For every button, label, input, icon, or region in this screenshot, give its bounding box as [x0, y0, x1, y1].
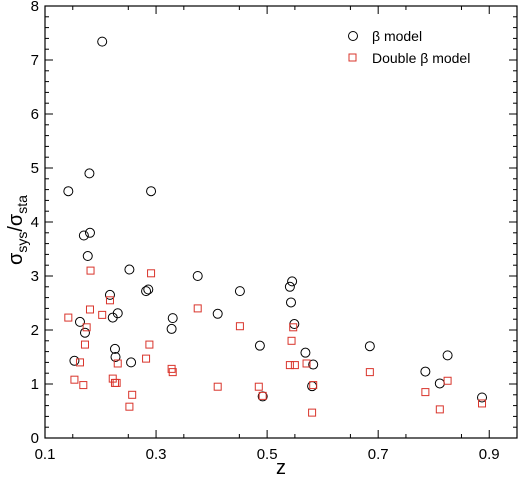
y-tick-label: 1 [31, 376, 39, 393]
double-beta-model-point [421, 388, 430, 397]
double-beta-model-point [289, 323, 298, 332]
double-beta-model-point [85, 305, 94, 314]
beta-model-point [146, 186, 157, 197]
beta-model-point [166, 323, 177, 334]
legend-square-marker [348, 53, 357, 62]
y-tick-label: 5 [31, 160, 39, 177]
double-beta-model-point [80, 340, 89, 349]
double-beta-model-point [254, 382, 263, 391]
y-tick-label: 0 [31, 430, 39, 447]
beta-model-point [84, 227, 95, 238]
double-beta-model-point [287, 336, 296, 345]
double-beta-model-point [142, 354, 151, 363]
x-tick-label: 0.1 [35, 446, 56, 463]
beta-model-point [167, 313, 178, 324]
y-tick-label: 8 [31, 0, 39, 15]
beta-model-point [110, 352, 121, 362]
double-beta-model-point [112, 378, 121, 387]
double-beta-model-point [64, 313, 73, 322]
beta-model-point [287, 276, 298, 287]
double-beta-model-point [110, 378, 119, 387]
beta-model-point [284, 281, 295, 292]
double-beta-model-point [443, 376, 452, 385]
beta-model-point [82, 251, 93, 262]
double-beta-model-point [193, 304, 202, 313]
beta-model-point [74, 316, 85, 327]
x-tick-labels: 0.1 0.3 0.5 0.7 0.9 [35, 446, 500, 463]
y-tick-label: 6 [31, 106, 39, 123]
double-beta-model-point [147, 269, 156, 278]
beta-model-point [143, 284, 154, 295]
double-beta-model-point [82, 323, 91, 332]
beta-model-point [141, 286, 152, 297]
y-tick-label: 4 [31, 214, 39, 231]
double-beta-model-point [213, 382, 222, 391]
legend-label-double-beta-model: Double β model [372, 50, 470, 66]
double-beta-model-point [258, 391, 267, 400]
beta-model-point [434, 378, 445, 389]
beta-model-point [104, 289, 115, 300]
double-beta-model-point [290, 361, 299, 370]
double-beta-model-point [145, 340, 154, 349]
double-beta-model-point [86, 266, 95, 275]
y-tick-label: 2 [31, 322, 39, 339]
legend-circle-marker [348, 31, 358, 41]
beta-model-point [254, 340, 265, 351]
beta-model-point [126, 357, 137, 368]
beta-model-point [84, 168, 95, 179]
x-tick-label: 0.9 [479, 446, 500, 463]
beta-model-point [63, 186, 74, 197]
beta-model-point [364, 341, 375, 352]
beta-model-point [192, 271, 203, 281]
beta-model-point [69, 355, 80, 366]
beta-model-point [212, 308, 223, 319]
x-tick-label: 0.3 [146, 446, 167, 463]
beta-model-point [307, 381, 318, 392]
double-beta-model-point [113, 359, 122, 368]
double-beta-model-point [98, 310, 107, 319]
axis-ticks [44, 5, 517, 439]
double-beta-model-point [478, 399, 487, 408]
double-beta-model-point [309, 381, 318, 390]
x-tick-label: 0.5 [257, 446, 278, 463]
y-tick-labels: 0 1 2 3 4 5 6 7 8 [31, 0, 39, 447]
double-beta-model-point [235, 322, 244, 331]
legend-label-beta-model: β model [372, 28, 422, 44]
beta-model-point [300, 347, 311, 358]
legend: β model Double β model [348, 28, 470, 66]
double-beta-model-point [302, 359, 311, 368]
y-tick-label: 7 [31, 52, 39, 69]
beta-model-point [79, 327, 90, 338]
double-beta-model-point [125, 402, 134, 411]
y-axis-title: σsys/σsta [5, 195, 30, 265]
data-points [63, 36, 488, 417]
double-beta-model-point [79, 381, 88, 390]
x-axis-title: z [276, 457, 286, 479]
double-beta-model-point [128, 390, 137, 399]
x-tick-label: 0.7 [368, 446, 389, 463]
double-beta-model-point [75, 358, 84, 367]
beta-model-point [234, 286, 245, 297]
double-beta-model-point [105, 296, 114, 305]
double-beta-model-point [308, 408, 317, 417]
beta-model-point [308, 359, 319, 370]
double-beta-model-point [285, 361, 294, 370]
beta-model-point [78, 230, 89, 241]
beta-model-point [285, 297, 296, 308]
beta-model-point [477, 392, 488, 403]
y-tick-label: 3 [31, 268, 39, 285]
beta-model-point [442, 350, 453, 361]
beta-model-point [124, 264, 135, 275]
double-beta-model-point [70, 375, 79, 384]
double-beta-model-point [365, 368, 374, 377]
beta-model-point [97, 36, 108, 47]
double-beta-model-point [435, 405, 444, 414]
plot-frame [44, 5, 518, 439]
beta-model-point [112, 308, 123, 319]
beta-model-point [420, 366, 431, 377]
beta-model-point [109, 343, 120, 354]
double-beta-model-point [168, 368, 177, 377]
